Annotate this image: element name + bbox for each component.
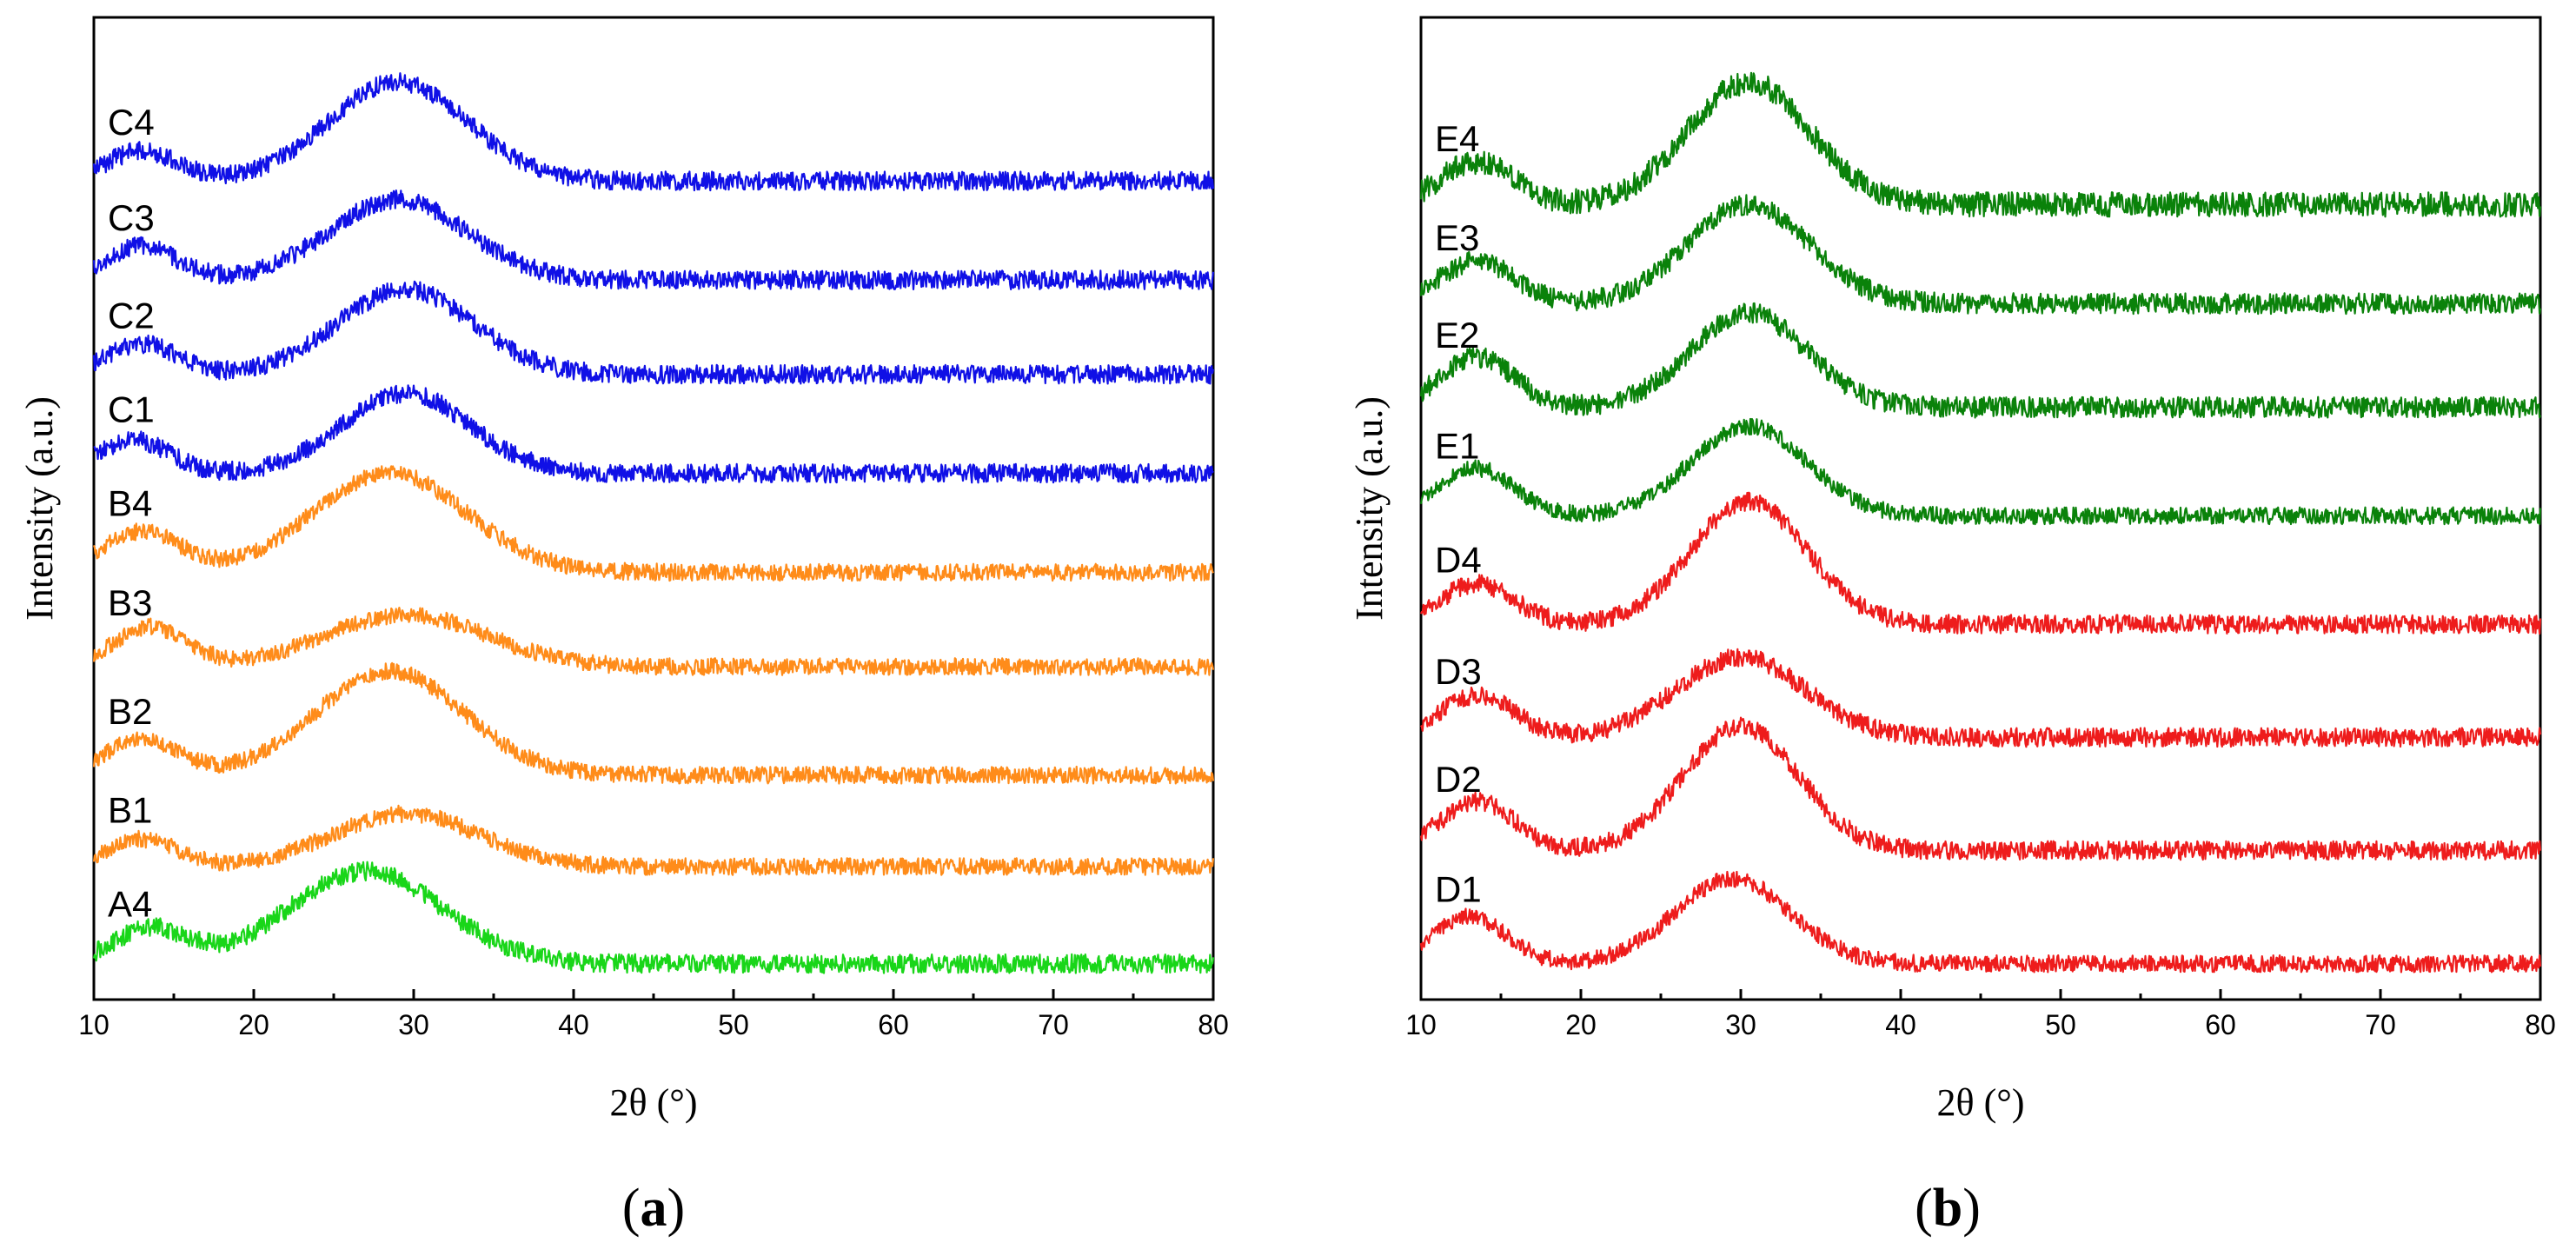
series-c4-line (92, 72, 1215, 192)
panel-a: 10 20 30 40 50 60 70 80 C4 C3 C2 C1 B4 B3 B2 B1 A4 2θ (… (18, 16, 1229, 1238)
panel-b-traces (1419, 71, 2542, 974)
panel-a-series-labels: C4 C3 C2 C1 B4 B3 B2 B1 A4 (108, 102, 155, 924)
panel-b-caption: (b) (1915, 1179, 1981, 1238)
panel-b-series-labels: E4 E3 E2 E1 D4 D3 D2 D1 (1435, 118, 1482, 910)
series-label-c3: C3 (108, 197, 155, 238)
series-label-d2: D2 (1435, 759, 1482, 800)
series-e3-line (1419, 194, 2542, 316)
series-label-e2: E2 (1435, 315, 1479, 356)
panel-a-caption-letter: a (641, 1179, 667, 1238)
series-e4-line (1419, 71, 2542, 218)
series-label-c2: C2 (108, 295, 155, 336)
x-tick-label-60: 60 (2205, 1009, 2236, 1040)
series-c2-line (92, 280, 1215, 385)
panel-b-y-axis-title: Intensity (a.u.) (1348, 396, 1391, 621)
series-label-e4: E4 (1435, 118, 1479, 159)
x-tick-label-50: 50 (2045, 1009, 2076, 1040)
series-e2-line (1419, 302, 2542, 419)
x-tick-label-40: 40 (558, 1009, 589, 1040)
x-tick-label-30: 30 (398, 1009, 429, 1040)
panel-a-caption-close: ) (667, 1179, 686, 1238)
series-label-d4: D4 (1435, 539, 1482, 580)
series-d1-line (1419, 870, 2542, 974)
series-label-b1: B1 (108, 790, 152, 831)
panel-a-caption-open: ( (622, 1179, 641, 1238)
panel-a-traces (92, 72, 1215, 974)
series-d2-line (1419, 716, 2542, 861)
series-label-c1: C1 (108, 389, 155, 430)
panel-a-x-ticks: 10 20 30 40 50 60 70 80 (78, 989, 1229, 1040)
x-tick-label-50: 50 (718, 1009, 749, 1040)
panel-b-caption-letter: b (1933, 1179, 1962, 1238)
series-b4-line (92, 465, 1214, 582)
x-tick-label-10: 10 (78, 1009, 110, 1040)
series-label-c4: C4 (108, 102, 155, 143)
series-label-b2: B2 (108, 691, 152, 732)
series-label-a4: A4 (108, 883, 152, 924)
x-tick-label-70: 70 (1038, 1009, 1069, 1040)
panel-b-caption-open: ( (1915, 1179, 1933, 1238)
panel-b-x-axis-title: 2θ (°) (1937, 1081, 2025, 1124)
series-b2-line (92, 661, 1215, 785)
series-c3-line (92, 189, 1215, 290)
x-tick-label-80: 80 (2525, 1009, 2556, 1040)
x-tick-label-30: 30 (1725, 1009, 1756, 1040)
x-tick-label-20: 20 (238, 1009, 269, 1040)
x-tick-label-10: 10 (1405, 1009, 1437, 1040)
panel-a-y-axis-title: Intensity (a.u.) (18, 396, 61, 621)
x-tick-label-60: 60 (878, 1009, 909, 1040)
series-d4-line (1419, 491, 2542, 635)
panel-b-x-ticks: 10 20 30 40 50 60 70 80 (1405, 989, 2556, 1040)
x-tick-label-70: 70 (2365, 1009, 2396, 1040)
series-label-e3: E3 (1435, 217, 1479, 258)
series-label-d3: D3 (1435, 651, 1482, 692)
series-label-d1: D1 (1435, 868, 1482, 909)
panel-b: 10 20 30 40 50 60 70 80 E4 E3 E2 E1 D4 D3 D2 D1 2θ (°)… (1348, 16, 2556, 1238)
series-label-e1: E1 (1435, 425, 1479, 466)
x-tick-label-20: 20 (1565, 1009, 1597, 1040)
panel-a-caption: (a) (622, 1179, 685, 1238)
series-d3-line (1420, 648, 2542, 748)
x-tick-label-40: 40 (1885, 1009, 1916, 1040)
series-a4-line (92, 861, 1215, 974)
panel-b-caption-close: ) (1962, 1179, 1981, 1238)
series-label-b3: B3 (108, 582, 152, 623)
series-b1-line (92, 804, 1215, 876)
series-b3-line (92, 606, 1215, 676)
x-tick-label-80: 80 (1198, 1009, 1229, 1040)
panel-a-x-axis-title: 2θ (°) (610, 1081, 698, 1124)
series-c1-line (93, 384, 1214, 484)
series-e1-line (1419, 417, 2542, 526)
series-label-b4: B4 (108, 483, 152, 524)
